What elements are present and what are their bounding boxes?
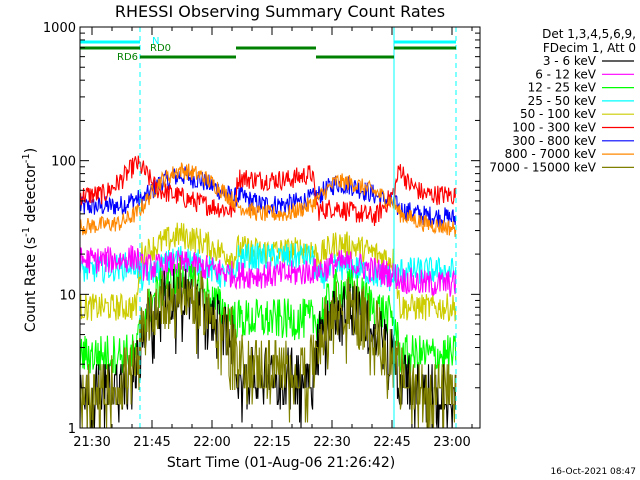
y-axis-label-sup1: -1 — [21, 227, 32, 237]
series-layer — [80, 155, 457, 428]
series-line-7000-to-15000keV — [80, 257, 457, 428]
legend-entry-label: 12 - 25 keV — [528, 81, 597, 95]
x-tick-label: 22:45 — [373, 435, 410, 450]
x-tick-label: 22:00 — [193, 435, 230, 450]
legend-entry-label: 100 - 300 keV — [512, 121, 596, 135]
legend-entry-label: 300 - 800 keV — [512, 134, 596, 148]
legend-entry-label: 3 - 6 keV — [543, 54, 597, 68]
y-axis-label: Count Rate (s-1 detector-1) — [21, 148, 39, 332]
legend-entry-label: 6 - 12 keV — [535, 67, 597, 81]
legend: Det 1,3,4,5,6,9, FDecim 1, Att 0 3 - 6 k… — [489, 27, 636, 174]
x-tick-label: 22:15 — [253, 435, 290, 450]
y-axis-label-part3: ) — [23, 148, 39, 153]
y-tick-label: 10 — [59, 288, 76, 303]
chart-title: RHESSI Observing Summary Count Rates — [115, 2, 445, 21]
flag-label-n: N — [152, 36, 159, 47]
series-line-25-to-50keV — [80, 242, 457, 292]
x-axis-label: Start Time (01-Aug-06 21:26:42) — [167, 455, 395, 471]
x-tick-label: 21:45 — [133, 435, 170, 450]
generated-timestamp: 16-Oct-2021 08:47 — [551, 467, 636, 477]
x-tick-label: 23:00 — [433, 435, 470, 450]
flag-label-rd0: RD0 — [150, 43, 171, 54]
plot-frame — [79, 26, 481, 429]
y-tick-label: 1000 — [43, 21, 76, 36]
legend-entry-label: 25 - 50 keV — [528, 94, 597, 108]
y-axis-label-sup2: -1 — [21, 153, 32, 163]
legend-entry-label: 50 - 100 keV — [520, 107, 597, 121]
legend-entry-label: 800 - 7000 keV — [505, 147, 597, 161]
x-tick-label: 22:30 — [313, 435, 350, 450]
y-tick-label: 1 — [68, 422, 76, 437]
x-tick-label: 21:30 — [73, 435, 110, 450]
y-axis-label-part1: Count Rate (s — [23, 237, 39, 332]
series-line-6-to-12keV — [80, 245, 457, 297]
y-axis-label-part2: detector — [23, 163, 39, 227]
legend-entry-label: 7000 - 15000 keV — [489, 160, 596, 174]
series-line-100-to-300keV — [80, 155, 457, 227]
series-line-800-to-7000keV — [80, 162, 457, 238]
axis-layer: 21:30 21:45 22:00 22:15 22:30 22:45 23:00 1 10 10… — [43, 21, 480, 450]
legend-header-line1: Det 1,3,4,5,6,9, — [542, 27, 636, 41]
legend-header-line2: FDecim 1, Att 0 — [543, 41, 636, 55]
y-tick-label: 100 — [51, 155, 76, 170]
flag-label-rd6: RD6 — [117, 52, 138, 63]
